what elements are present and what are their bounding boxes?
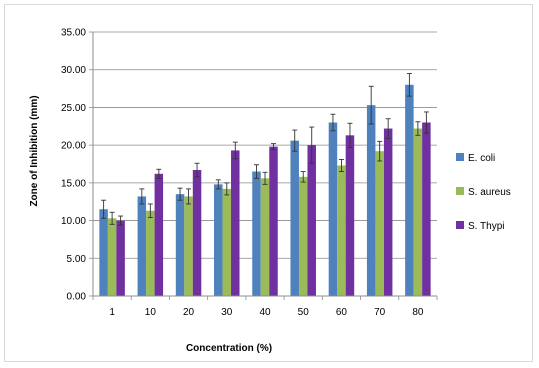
bar — [290, 140, 299, 296]
legend-swatch — [456, 221, 464, 229]
bar — [222, 188, 232, 296]
y-tick-label: 10.00 — [61, 216, 86, 227]
bar — [116, 220, 125, 296]
x-tick-label: 20 — [183, 307, 195, 318]
y-axis-tick-labels: 0.00 5.00 10.00 15.00 20.00 25.00 30.00 35.00 — [61, 28, 86, 303]
bar — [307, 145, 316, 296]
bar — [175, 194, 185, 296]
y-tick-label: 25.00 — [61, 103, 86, 114]
legend-label: S. Thypi — [468, 221, 505, 232]
bar — [192, 170, 202, 296]
y-tick-label: 20.00 — [61, 141, 86, 152]
x-axis-tick-labels: 1 10 20 30 40 50 60 70 80 — [109, 307, 424, 318]
bar — [137, 196, 147, 296]
bar — [422, 122, 431, 296]
bar — [366, 105, 376, 296]
bar — [231, 150, 240, 296]
bar — [146, 210, 155, 296]
bar — [260, 178, 270, 296]
y-tick-label: 0.00 — [67, 292, 87, 303]
legend: E. coli S. aureus S. Thypi — [456, 153, 511, 232]
x-tick-label: 70 — [374, 307, 386, 318]
bar — [252, 171, 261, 296]
y-tick-label: 5.00 — [67, 254, 87, 265]
bar — [337, 165, 346, 296]
legend-label: E. coli — [468, 153, 495, 164]
bar — [269, 146, 278, 296]
bar — [154, 173, 164, 296]
bars — [99, 84, 431, 296]
bar — [298, 176, 308, 296]
bar — [405, 84, 414, 296]
y-tick-label: 35.00 — [61, 28, 86, 39]
bar — [328, 122, 338, 296]
x-tick-label: 30 — [221, 307, 233, 318]
legend-swatch — [456, 153, 464, 161]
legend-label: S. aureus — [468, 187, 511, 198]
error-bars — [101, 73, 429, 226]
bar — [383, 128, 393, 296]
x-tick-label: 1 — [109, 307, 115, 318]
chart-frame: 0.00 5.00 10.00 15.00 20.00 25.00 30.00 35.00 1… — [4, 4, 533, 362]
y-axis-title: Zone of Inhibition (mm) — [29, 95, 40, 206]
bar-chart: 0.00 5.00 10.00 15.00 20.00 25.00 30.00 35.00 1… — [29, 28, 511, 355]
x-tick-label: 10 — [145, 307, 157, 318]
x-tick-label: 40 — [259, 307, 271, 318]
bar — [99, 209, 108, 296]
bar — [184, 196, 193, 296]
x-axis-title: Concentration (%) — [186, 343, 272, 354]
x-tick-label: 50 — [298, 307, 310, 318]
bar — [107, 218, 117, 296]
bar — [345, 135, 355, 296]
bar — [413, 128, 423, 296]
x-tick-label: 80 — [412, 307, 424, 318]
y-tick-label: 15.00 — [61, 178, 86, 189]
y-tick-label: 30.00 — [61, 65, 86, 76]
legend-swatch — [456, 187, 464, 195]
x-tick-label: 60 — [336, 307, 348, 318]
bar — [214, 184, 223, 296]
bar — [375, 151, 384, 296]
